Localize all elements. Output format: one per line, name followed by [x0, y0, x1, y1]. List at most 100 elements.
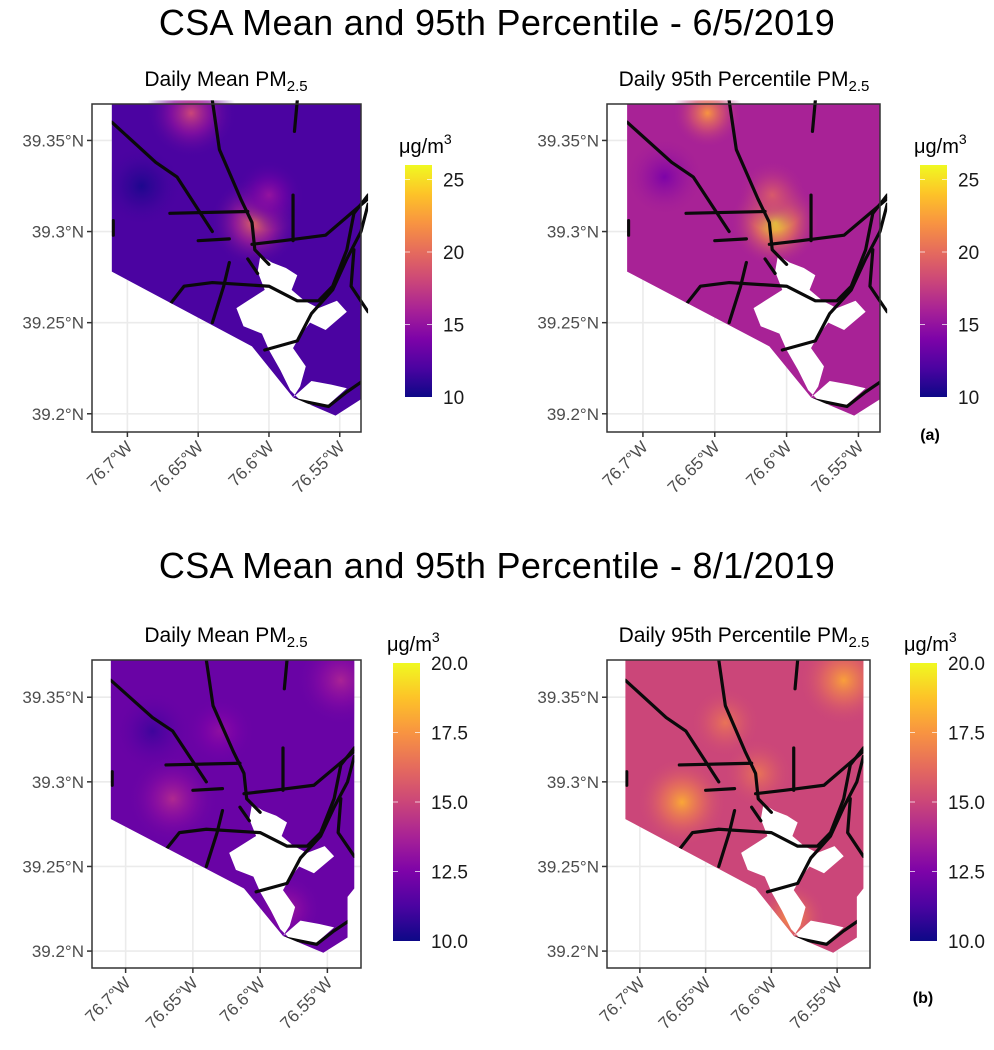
- colorbar-gradient: [920, 165, 947, 397]
- colorbar: μg/m3 10.0 12.5 15.0 17.5 20.0: [387, 629, 468, 953]
- panel-title: Daily Mean PM2.5: [144, 68, 307, 95]
- colorbar-tick-label: 10: [958, 388, 979, 409]
- x-tick-label: 76.65°W: [664, 437, 724, 497]
- y-tick-label: 39.2°N: [32, 942, 84, 961]
- y-tick-label: 39.3°N: [32, 223, 84, 242]
- harbor-water: [753, 255, 866, 405]
- colorbar-tick-label: 17.5: [948, 724, 985, 745]
- colorbar-title: μg/m3: [399, 131, 452, 158]
- road: [168, 209, 250, 215]
- hotspot: [146, 100, 237, 159]
- road: [164, 746, 355, 852]
- colorbar-tick-label: 10.0: [948, 932, 985, 953]
- panel-title-subscript: 2.5: [849, 78, 870, 95]
- road: [704, 787, 737, 792]
- colorbar: μg/m3 10 15 20 25: [914, 131, 979, 409]
- road: [210, 260, 231, 325]
- road: [292, 100, 299, 133]
- panel-label: (a): [920, 427, 940, 444]
- road: [110, 678, 208, 784]
- roads: [625, 660, 864, 946]
- map-panel-3: Daily Mean PM2.5 39.35°N 39.3°N 39.25°N 39.2…: [22, 624, 468, 1033]
- x-tick-label: 76.55°W: [808, 437, 868, 497]
- road: [750, 805, 763, 823]
- colorbar-tick-label: 25: [958, 171, 979, 192]
- colorbar-tick-label: 12.5: [431, 863, 468, 884]
- hotspot: [636, 757, 727, 848]
- colorbar-tick-label: 20: [443, 243, 464, 264]
- panel-title-subscript: 2.5: [287, 78, 308, 95]
- road: [727, 260, 748, 325]
- colorbar-title: μg/m3: [387, 629, 440, 656]
- colorbar-title-superscript: 3: [959, 131, 967, 147]
- road: [810, 100, 817, 133]
- colorbar-tick-label: 20: [958, 243, 979, 264]
- hotspot: [690, 687, 761, 758]
- y-tick-label: 39.25°N: [22, 857, 84, 876]
- road: [763, 257, 777, 276]
- road: [809, 375, 888, 409]
- y-tick-label: 39.2°N: [547, 942, 599, 961]
- road: [627, 120, 731, 234]
- y-tick-label: 39.35°N: [22, 688, 84, 707]
- road: [238, 805, 251, 823]
- colorbar-tick-label: 17.5: [431, 724, 468, 745]
- panel-title: Daily Mean PM2.5: [144, 624, 307, 651]
- y-tick-label: 39.2°N: [547, 405, 599, 424]
- x-tick-label: 76.55°W: [277, 973, 337, 1033]
- panel-label: (b): [913, 990, 933, 1007]
- y-tick-label: 39.25°N: [537, 857, 599, 876]
- road: [713, 237, 748, 243]
- colorbar-title-superscript: 3: [432, 629, 440, 645]
- colorbar-gradient: [405, 165, 432, 397]
- road: [793, 660, 800, 691]
- hotspot: [798, 660, 864, 726]
- plot-frame: [91, 659, 362, 969]
- x-tick-label: 76.65°W: [142, 973, 202, 1033]
- row-title-2: CSA Mean and 95th Percentile - 8/1/2019: [158, 545, 836, 586]
- road: [677, 746, 864, 852]
- y-tick-label: 39.3°N: [547, 223, 599, 242]
- road: [336, 797, 355, 858]
- road: [625, 678, 721, 784]
- road: [254, 754, 355, 894]
- road: [164, 761, 242, 767]
- hotspot: [627, 136, 705, 217]
- road: [204, 809, 225, 869]
- road: [349, 248, 369, 314]
- plot-frame: [606, 659, 871, 969]
- hotspot: [672, 100, 743, 149]
- road: [168, 193, 369, 307]
- road: [281, 915, 355, 946]
- plot-frame: [91, 103, 362, 433]
- roads: [110, 660, 355, 946]
- panel-title: Daily 95th Percentile PM2.5: [619, 624, 870, 651]
- map-panel-4: Daily 95th Percentile PM2.5 39.35°N 39.3°N…: [537, 624, 985, 1033]
- colorbar-title-superscript: 3: [444, 131, 452, 147]
- colorbar-title-superscript: 3: [949, 629, 957, 645]
- road: [677, 761, 754, 767]
- y-tick-label: 39.35°N: [22, 131, 84, 150]
- colorbar-tick-label: 15: [958, 316, 979, 337]
- road: [111, 120, 214, 234]
- colorbar-tick-label: 15.0: [431, 793, 468, 814]
- plot-frame: [606, 103, 881, 433]
- colorbar: μg/m3 10.0 12.5 15.0 17.5 20.0: [904, 629, 985, 953]
- road: [792, 915, 864, 946]
- hotspot: [737, 160, 808, 231]
- road: [246, 257, 260, 276]
- harbor-water: [236, 255, 347, 405]
- hotspot: [184, 696, 255, 767]
- road: [191, 787, 225, 792]
- road: [717, 809, 737, 869]
- hotspot: [295, 660, 355, 726]
- colorbar-tick-label: 20.0: [431, 654, 468, 675]
- colorbar-tick-label: 15.0: [948, 793, 985, 814]
- x-tick-label: 76.6°W: [216, 973, 269, 1026]
- road: [765, 754, 864, 894]
- y-tick-label: 39.3°N: [32, 773, 84, 792]
- y-tick-label: 39.25°N: [537, 314, 599, 333]
- map-panel-1: Daily Mean PM2.5 39.35°N 39.3°N 39.25°N 39.2…: [22, 68, 464, 497]
- hotspot: [112, 691, 193, 772]
